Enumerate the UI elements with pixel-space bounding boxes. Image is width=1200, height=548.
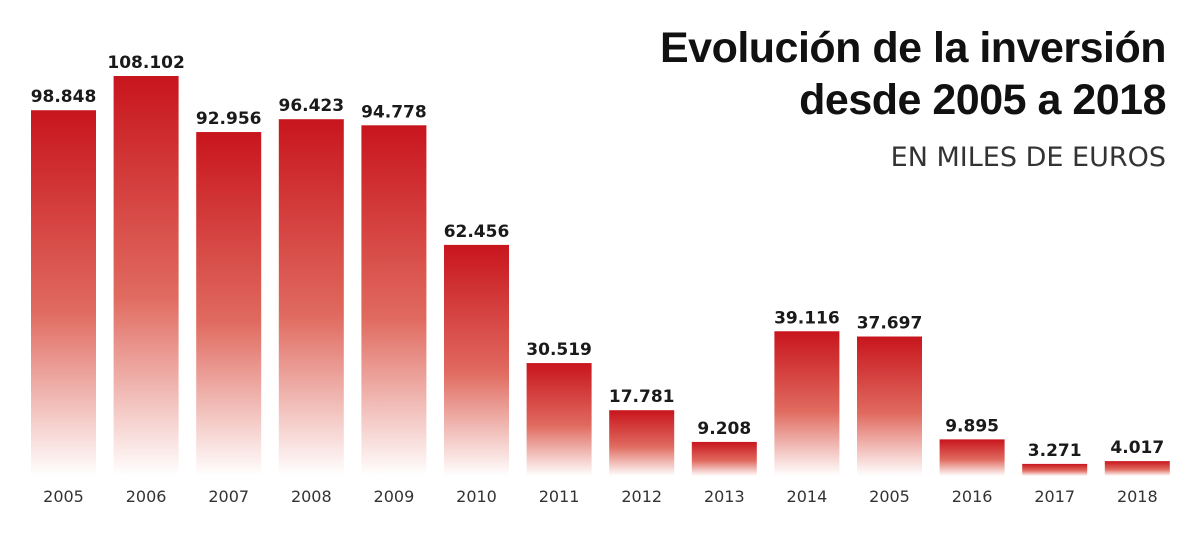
x-tick-label: 2018 bbox=[1117, 487, 1158, 506]
x-tick-label: 2010 bbox=[456, 487, 497, 506]
x-tick-label: 2016 bbox=[952, 487, 993, 506]
data-label: 98.848 bbox=[31, 87, 97, 107]
data-label: 62.456 bbox=[444, 222, 510, 242]
data-label: 9.895 bbox=[945, 416, 999, 436]
data-label: 17.781 bbox=[609, 387, 675, 407]
x-tick-label: 2008 bbox=[291, 487, 332, 506]
data-label: 3.271 bbox=[1028, 441, 1082, 461]
x-tick-label: 2006 bbox=[126, 487, 167, 506]
bar-8 bbox=[691, 441, 757, 476]
data-label: 94.778 bbox=[361, 102, 427, 122]
chart-subtitle: EN MILES DE EUROS bbox=[890, 142, 1166, 173]
x-tick-label: 2012 bbox=[621, 487, 662, 506]
bar-12 bbox=[1022, 463, 1088, 476]
data-label: 30.519 bbox=[526, 340, 592, 360]
x-tick-label: 2009 bbox=[374, 487, 415, 506]
bar-7 bbox=[609, 410, 675, 476]
data-label: 92.956 bbox=[196, 109, 262, 129]
data-label: 96.423 bbox=[278, 96, 344, 116]
bar-4 bbox=[361, 125, 427, 477]
bar-6 bbox=[526, 363, 592, 476]
title-line-2: desde 2005 a 2018 bbox=[799, 76, 1166, 124]
data-label: 39.116 bbox=[774, 308, 840, 328]
x-tick-label: 2014 bbox=[787, 487, 828, 506]
bar-1 bbox=[113, 76, 179, 476]
data-label: 108.102 bbox=[107, 53, 184, 73]
bar-2 bbox=[196, 132, 262, 476]
bar-5 bbox=[444, 244, 509, 476]
bar-13 bbox=[1104, 461, 1170, 476]
bar-0 bbox=[31, 110, 96, 477]
x-tick-label: 2005 bbox=[43, 487, 84, 506]
bar-3 bbox=[278, 119, 344, 476]
x-tick-label: 2011 bbox=[539, 487, 580, 506]
x-tick-label: 2007 bbox=[208, 487, 249, 506]
title-line-1: Evolución de la inversión bbox=[659, 24, 1167, 72]
data-label: 4.017 bbox=[1110, 438, 1164, 458]
x-tick-label: 2005 bbox=[869, 487, 910, 506]
bar-9 bbox=[774, 331, 840, 476]
bar-11 bbox=[939, 439, 1005, 476]
bar-10 bbox=[857, 336, 922, 476]
chart-title: Evolución de la inversión desde 2005 a 2… bbox=[659, 22, 1167, 126]
data-label: 9.208 bbox=[697, 419, 751, 439]
x-tick-label: 2017 bbox=[1034, 487, 1075, 506]
data-label: 37.697 bbox=[857, 314, 923, 334]
x-tick-label: 2013 bbox=[704, 487, 745, 506]
